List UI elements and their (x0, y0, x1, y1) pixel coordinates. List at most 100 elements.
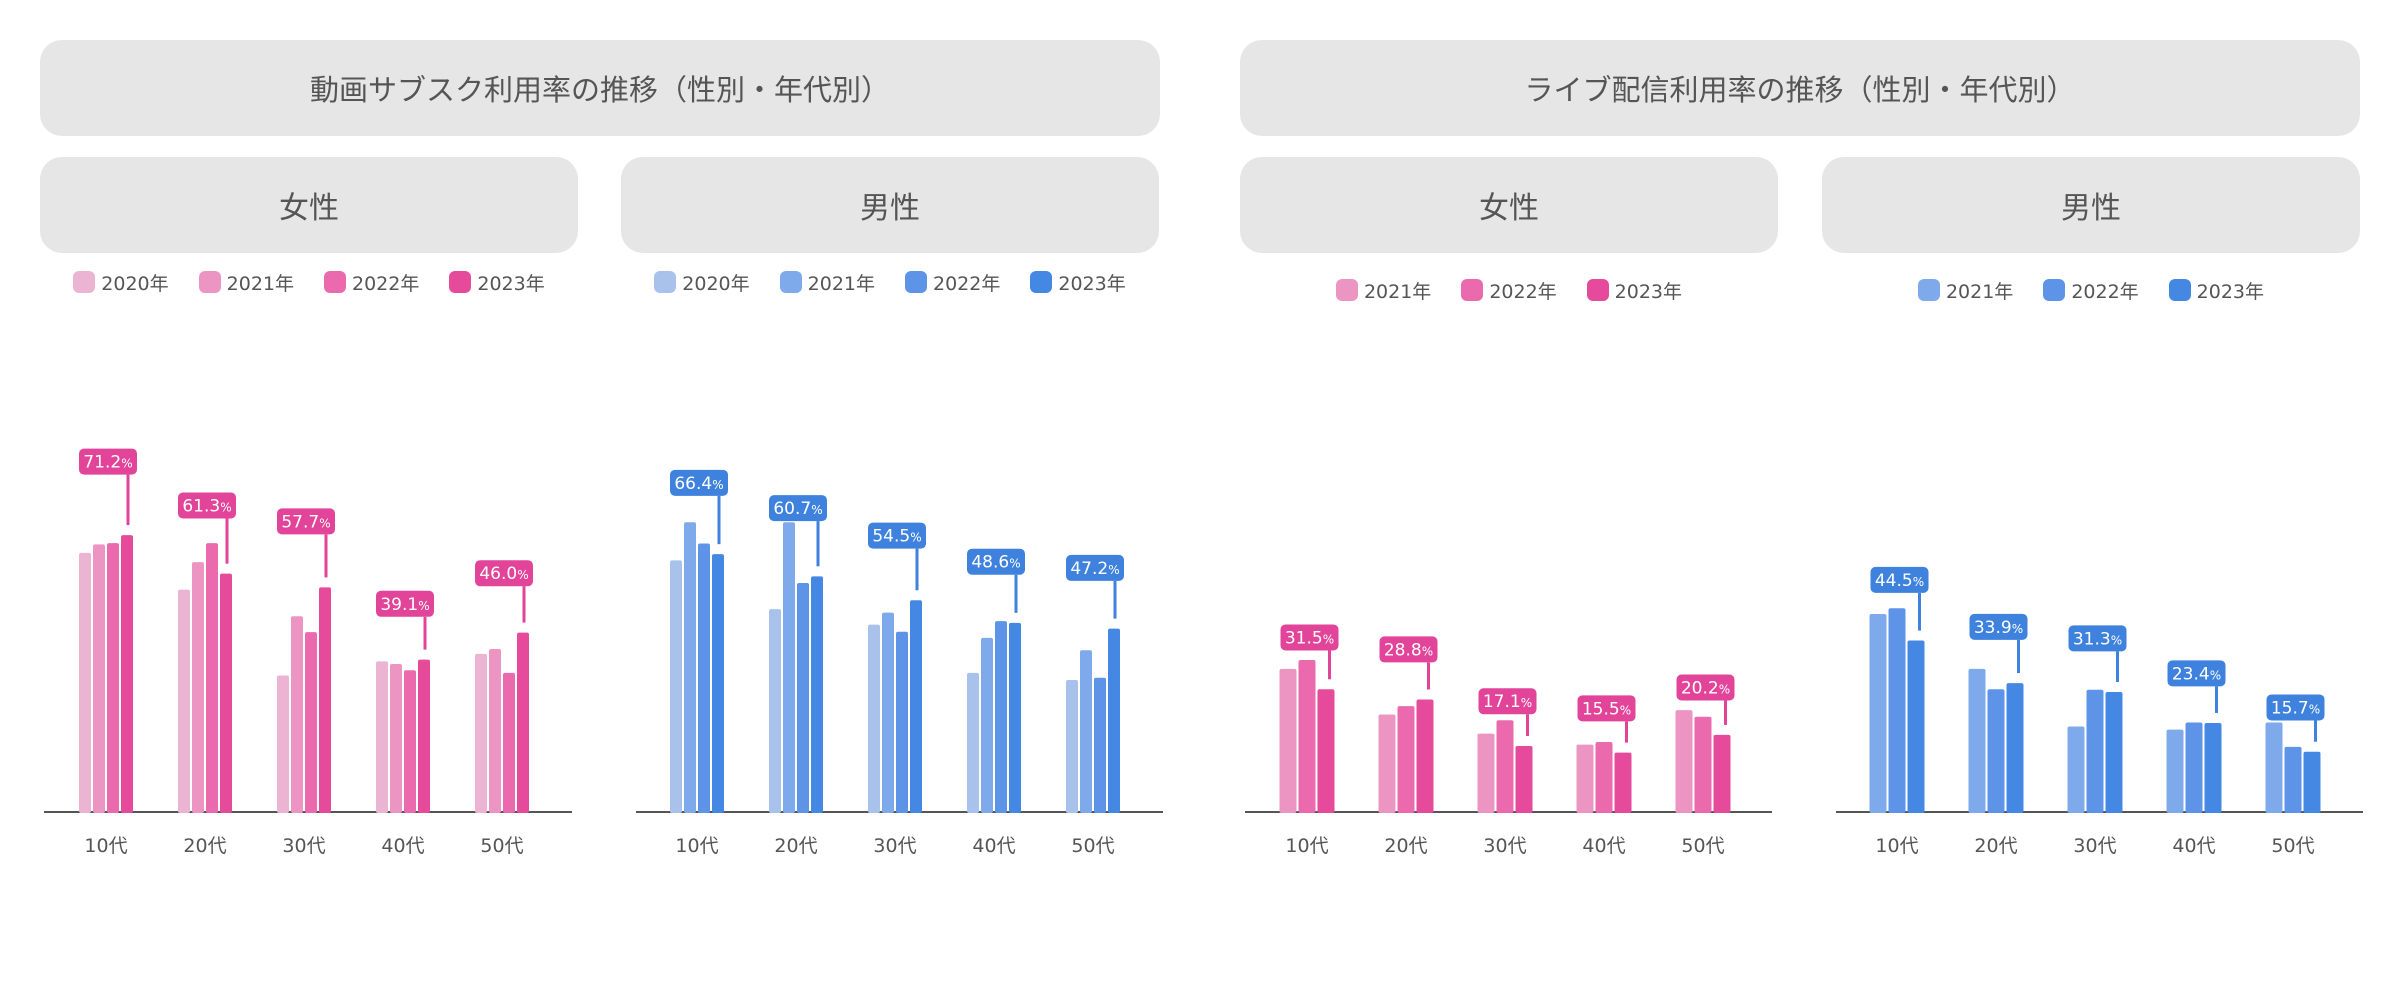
legend-live-male: 2021年 2022年 2023年 (1822, 275, 2360, 305)
legend-item: 2020年 (654, 269, 750, 296)
legend-label: 2021年 (1945, 280, 2014, 303)
legend-swatch (1461, 279, 1484, 301)
bar (769, 609, 781, 813)
legend-item: 2021年 (198, 269, 294, 296)
callout-label: 20.2% (1681, 679, 1730, 699)
bar (93, 544, 105, 813)
x-tick-label: 10代 (1875, 835, 1918, 857)
bar (192, 562, 204, 813)
callout-label-bg (1066, 554, 1124, 581)
legend-swatch (73, 271, 96, 293)
legend-label: 2022年 (933, 272, 1001, 295)
legend-label: 2022年 (2071, 280, 2139, 303)
bar (1675, 710, 1693, 813)
bar (79, 552, 91, 813)
bar (670, 560, 682, 813)
bar (2006, 683, 2024, 813)
chart-title-live-male: 男性 (1822, 157, 2360, 253)
x-tick-label: 10代 (84, 835, 127, 857)
bar (517, 632, 529, 813)
bar (475, 653, 487, 813)
legend-swatch (2043, 279, 2066, 301)
callout-label-bg (967, 548, 1025, 575)
legend-item: 2023年 (449, 269, 545, 296)
legend-label: 2023年 (1614, 280, 1683, 303)
callout-label: 60.7% (773, 499, 822, 519)
callout-label: 15.5% (1582, 699, 1631, 719)
callout-label: 39.1% (380, 595, 429, 615)
callout-label: 61.3% (182, 496, 231, 516)
bar (1614, 752, 1632, 813)
bar (206, 543, 218, 813)
legend-swatch (1030, 271, 1053, 293)
bar (882, 612, 894, 813)
bar (1397, 706, 1415, 813)
bar (783, 522, 795, 813)
callout-label-bg (1969, 613, 2028, 640)
legend-label: 2020年 (101, 272, 169, 295)
bar (1080, 650, 1092, 813)
bar (2284, 746, 2302, 813)
bar (277, 675, 289, 813)
bar (2265, 722, 2283, 813)
callout-label-bg (1379, 636, 1438, 663)
bar (1009, 622, 1021, 813)
legend-swatch (654, 271, 677, 293)
bar (1713, 734, 1731, 813)
legend-label: 2023年 (2196, 280, 2265, 303)
x-tick-label: 10代 (675, 835, 718, 857)
bar (503, 672, 515, 813)
legend-label: 2023年 (1058, 272, 1126, 295)
bar (291, 616, 303, 813)
callout-label: 54.5% (872, 527, 921, 547)
bar (1907, 640, 1925, 813)
bar (1108, 628, 1120, 813)
legend-video-female: 2020年 2021年 2022年 2023年 (40, 267, 578, 297)
legend-swatch (2168, 279, 2191, 301)
legend-label: 2021年 (807, 272, 875, 295)
group-title-video-subscription: 動画サブスク利用率の推移（性別・年代別） (40, 40, 1160, 136)
legend-swatch (1586, 279, 1609, 301)
bar (121, 535, 133, 813)
x-tick-label: 20代 (774, 835, 817, 857)
bar (1496, 720, 1514, 813)
bar (107, 543, 119, 813)
bar (684, 522, 696, 813)
callout-label: 46.0% (479, 564, 528, 584)
bar (376, 661, 388, 813)
bar (220, 573, 232, 813)
bar (1317, 689, 1335, 813)
x-tick-label: 50代 (1071, 835, 1114, 857)
x-tick-label: 30代 (1483, 835, 1526, 857)
callout-label: 28.8% (1384, 640, 1433, 660)
bar (868, 624, 880, 813)
bar (896, 631, 908, 813)
callout-label: 44.5% (1875, 571, 1924, 591)
bar (1094, 677, 1106, 813)
callout-label-bg (1577, 695, 1636, 722)
legend-label: 2023年 (477, 272, 545, 295)
legend-label: 2022年 (1489, 280, 1557, 303)
x-tick-label: 50代 (2271, 835, 2314, 857)
x-tick-label: 40代 (2172, 835, 2215, 857)
legend-item: 2021年 (779, 269, 875, 296)
x-tick-label: 40代 (381, 835, 424, 857)
bar (2303, 751, 2321, 813)
callout-label-bg (868, 522, 926, 549)
bar (2086, 689, 2104, 813)
bar (1968, 668, 1986, 813)
x-tick-label: 30代 (2073, 835, 2116, 857)
bar (981, 637, 993, 813)
callout-label-bg (769, 495, 827, 522)
x-tick-label: 30代 (282, 835, 325, 857)
callout-label-bg (670, 469, 728, 496)
callout-label: 47.2% (1070, 559, 1119, 579)
callout-label: 57.7% (281, 512, 330, 532)
bar (178, 589, 190, 813)
legend-swatch (1335, 279, 1358, 301)
bar (418, 659, 430, 813)
bar (1279, 668, 1297, 813)
legend-item: 2023年 (1030, 269, 1126, 296)
bar (2067, 726, 2085, 813)
callout-label: 31.3% (2073, 629, 2122, 649)
